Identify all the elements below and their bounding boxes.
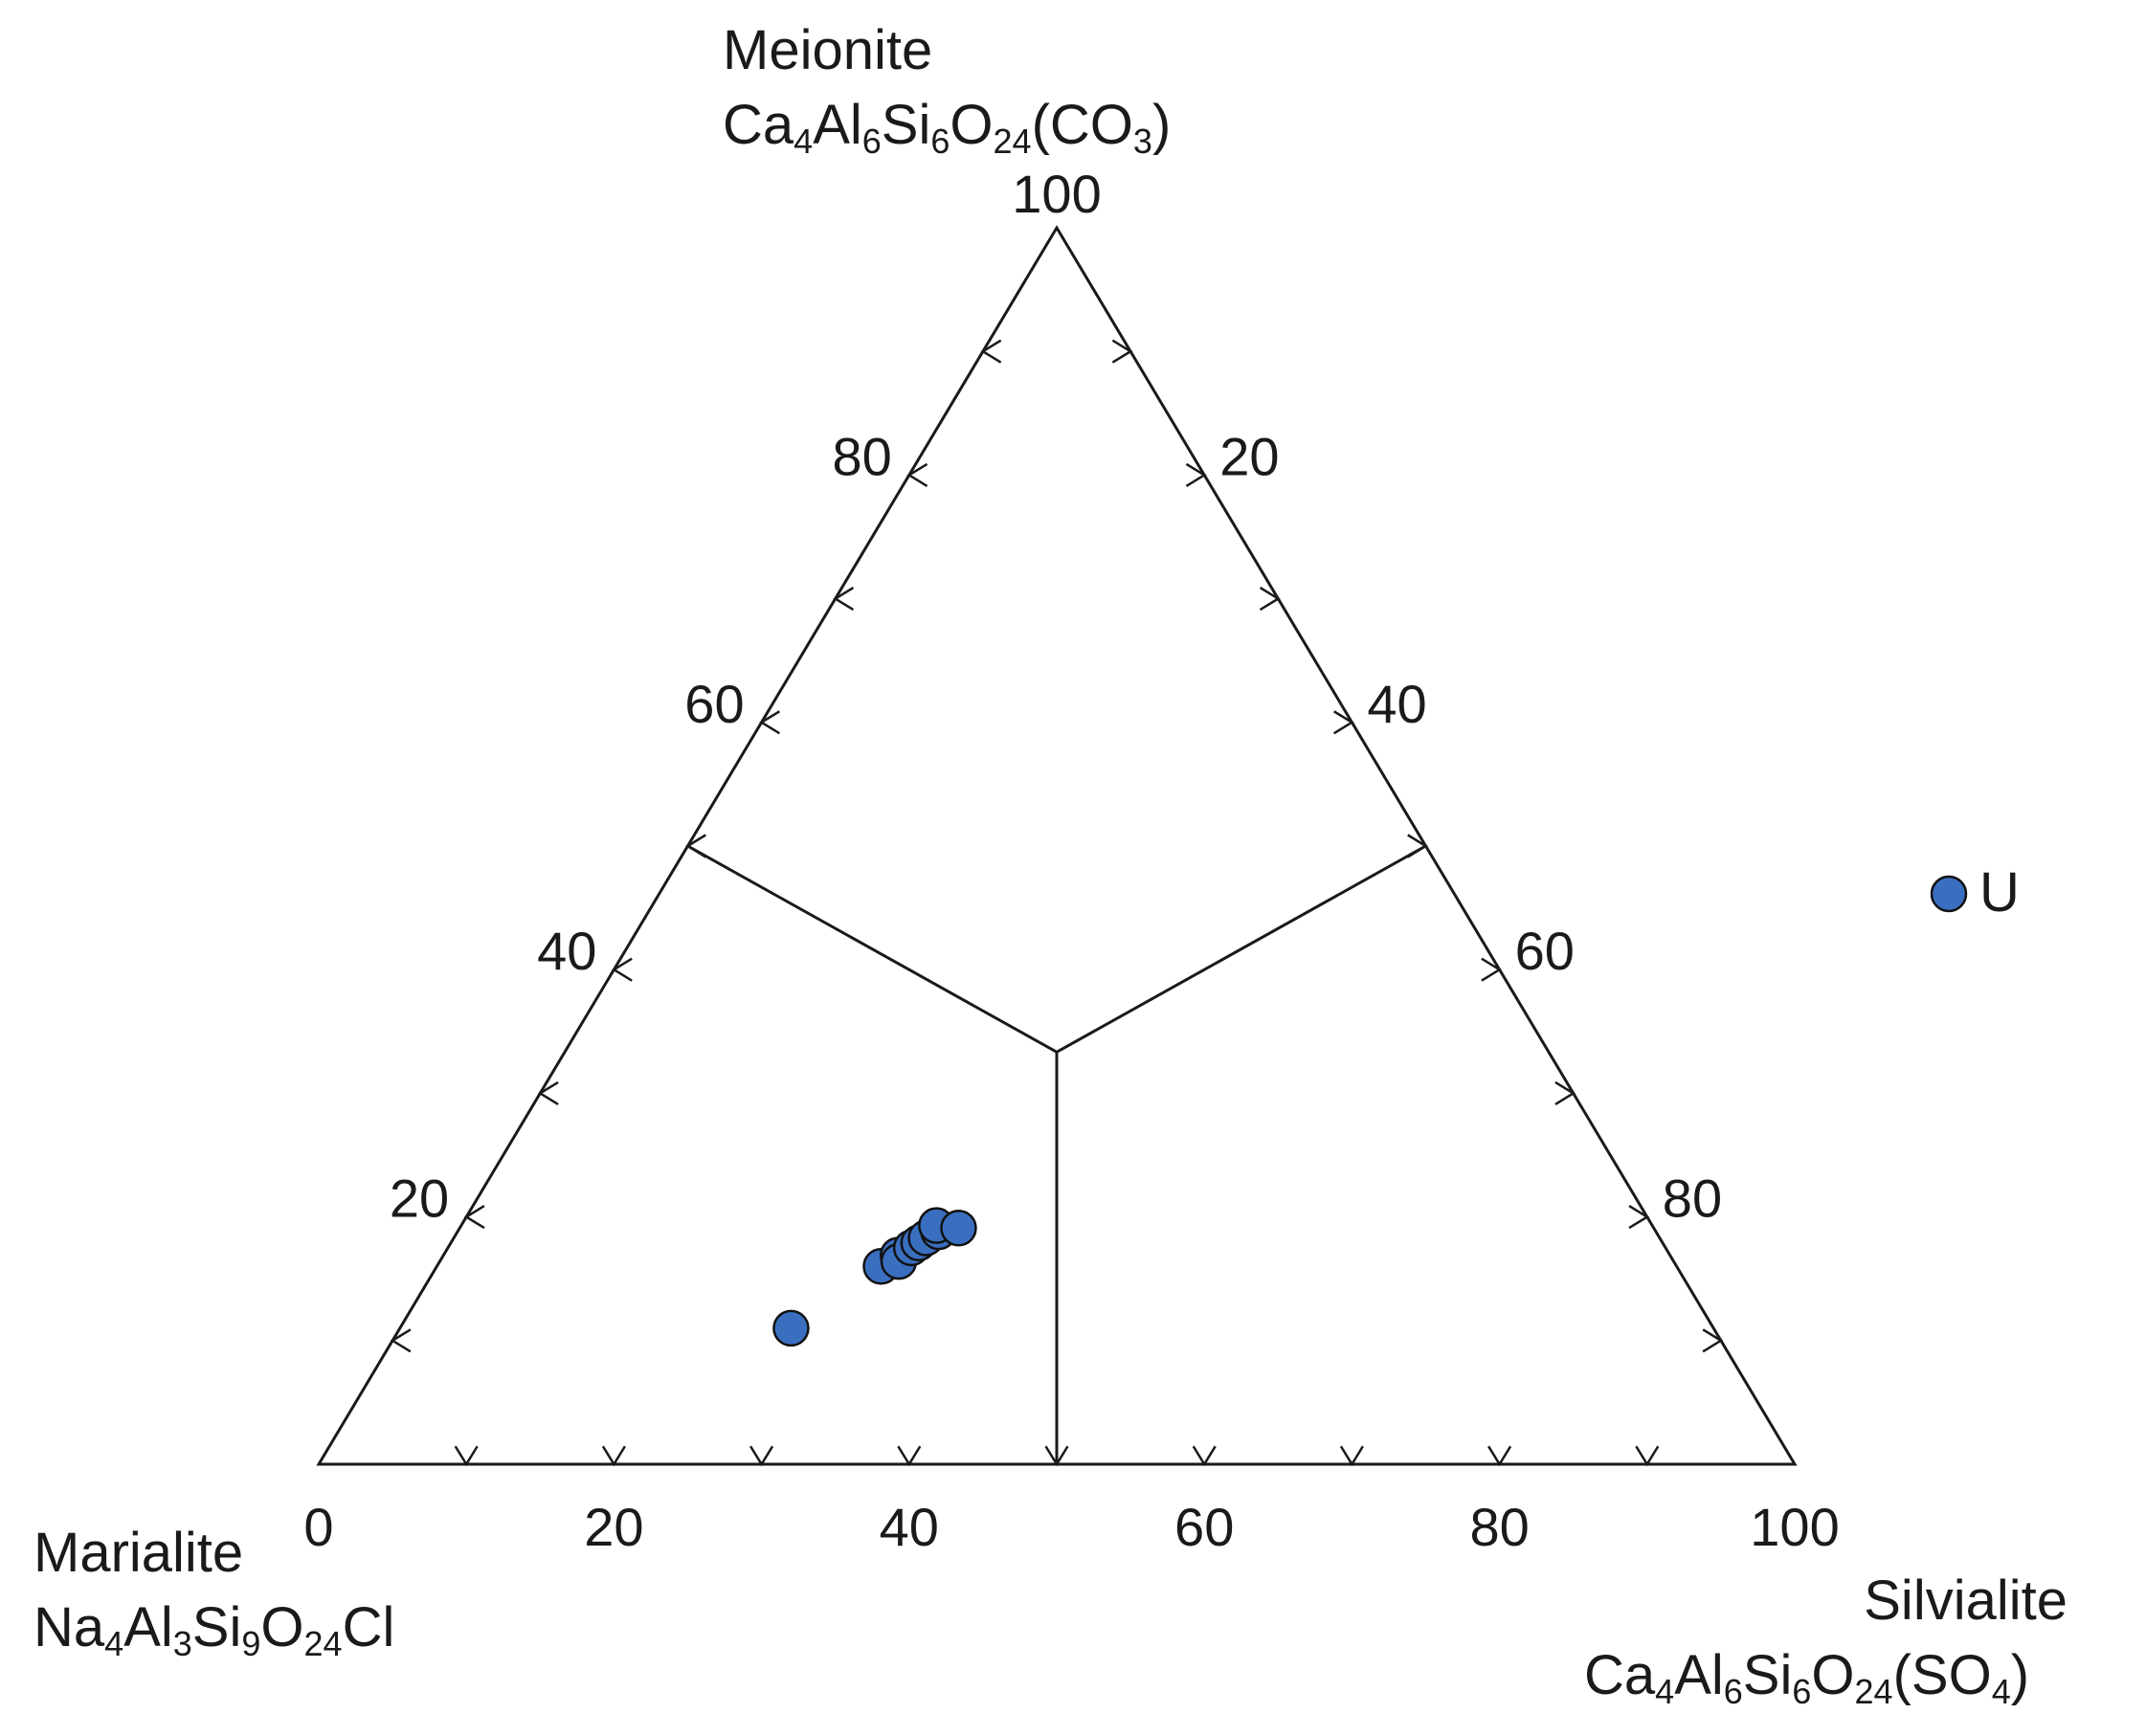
tick-bottom-90	[1635, 1445, 1660, 1467]
top-formula-part: 6	[930, 122, 950, 161]
legend-marker-0	[1930, 875, 1968, 913]
right-formula-part: Ca	[1584, 1644, 1656, 1706]
right-formula-part: )	[2011, 1644, 2029, 1706]
tick-right-40	[1332, 710, 1354, 735]
tick-bottom-80	[1487, 1445, 1512, 1467]
tick-bottom-60	[1192, 1445, 1217, 1467]
tick-left-30	[537, 1080, 559, 1105]
top-formula-part: 4	[794, 122, 813, 161]
tick-label-left-20: 20	[390, 1168, 449, 1229]
left-formula-part: O	[260, 1596, 303, 1658]
left-formula-part: 9	[241, 1624, 260, 1663]
tick-left-60	[759, 710, 781, 735]
tick-label-bottom-40: 40	[880, 1497, 939, 1557]
left-formula-part: 4	[104, 1624, 123, 1663]
tick-left-10	[390, 1328, 412, 1353]
left-formula-part: Si	[192, 1596, 242, 1658]
right-formula-part: 6	[1724, 1672, 1743, 1711]
tick-right-10	[1111, 339, 1133, 364]
tick-label-right-80: 80	[1663, 1168, 1722, 1229]
tick-bottom-30	[749, 1445, 774, 1467]
right-end-member-formula: Ca4Al6Si6O24(SO4)	[1584, 1644, 2029, 1711]
tick-arrows	[390, 339, 1724, 1467]
tick-bottom-20	[601, 1445, 626, 1467]
tick-label-right-40: 40	[1367, 674, 1426, 734]
tick-label-left-60: 60	[684, 674, 744, 734]
left-formula-part: 3	[173, 1624, 192, 1663]
top-formula-part: (CO	[1032, 94, 1133, 156]
tick-left-40	[612, 957, 633, 982]
data-point-0-9	[940, 1209, 977, 1247]
left-formula-part: Cl	[343, 1596, 395, 1658]
tick-right-90	[1702, 1328, 1724, 1353]
tick-right-80	[1628, 1205, 1650, 1230]
right-formula-part: Al	[1674, 1644, 1724, 1706]
tick-label-bottom-80: 80	[1469, 1497, 1529, 1557]
top-formula-part: Al	[813, 94, 862, 156]
tick-bottom-70	[1339, 1445, 1364, 1467]
right-formula-part: O	[1811, 1644, 1854, 1706]
top-formula-part: O	[950, 94, 993, 156]
legend: U	[1930, 861, 2020, 924]
tick-left-20	[463, 1205, 485, 1230]
right-formula-part: 4	[1992, 1672, 2011, 1711]
tick-label-bottom-60: 60	[1174, 1497, 1234, 1557]
tick-right-70	[1554, 1080, 1576, 1105]
tick-labels: 0 20 40 60 80 100 20 40 60 80 100 20 40 60 80	[303, 164, 1839, 1557]
data-points	[772, 1207, 977, 1347]
tick-label-left-40: 40	[537, 921, 596, 981]
top-end-member-name: Meionite	[723, 19, 932, 81]
tick-label-left-100: 100	[1012, 164, 1101, 224]
tick-bottom-10	[454, 1445, 479, 1467]
data-point-0-0	[772, 1309, 810, 1347]
legend-label-0: U	[1979, 861, 2020, 924]
tick-right-30	[1259, 587, 1281, 612]
tick-label-left-80: 80	[833, 426, 892, 486]
boundary-right	[1056, 844, 1427, 1054]
tick-left-90	[980, 339, 1002, 364]
right-formula-part: 4	[1655, 1672, 1674, 1711]
top-formula-part: Ca	[723, 94, 794, 156]
top-formula-part: 3	[1133, 122, 1152, 161]
right-end-member-name: Silvialite	[1864, 1569, 2068, 1632]
tick-left-50	[685, 834, 706, 858]
tick-right-20	[1185, 462, 1207, 487]
tick-label-bottom-20: 20	[584, 1497, 643, 1557]
left-formula-part: Na	[34, 1596, 105, 1658]
left-formula-part: Al	[123, 1596, 173, 1658]
tick-left-70	[833, 587, 855, 612]
boundary-left	[686, 844, 1058, 1054]
right-formula-part: 24	[1855, 1672, 1893, 1711]
tick-right-50	[1407, 834, 1428, 858]
tick-label-right-20: 20	[1219, 426, 1279, 486]
top-formula-part: )	[1152, 94, 1171, 156]
tick-label-bottom-100: 100	[1750, 1497, 1839, 1557]
top-formula-part: 24	[994, 122, 1032, 161]
top-formula-part: 6	[862, 122, 882, 161]
left-formula-part: 24	[304, 1624, 343, 1663]
left-end-member-formula: Na4Al3Si9O24Cl	[34, 1596, 394, 1663]
right-formula-part: Si	[1743, 1644, 1793, 1706]
right-formula-part: (SO	[1893, 1644, 1992, 1706]
tick-bottom-50	[1044, 1445, 1069, 1467]
field-boundaries	[686, 844, 1427, 1464]
top-formula-part: Si	[882, 94, 931, 156]
tick-right-60	[1481, 957, 1502, 982]
tick-bottom-40	[897, 1445, 922, 1467]
right-formula-part: 6	[1792, 1672, 1811, 1711]
top-end-member-formula: Ca4Al6Si6O24(CO3)	[723, 94, 1171, 161]
vertex-labels: MeioniteCa4Al6Si6O24(CO3)MarialiteNa4Al3…	[34, 19, 2068, 1711]
tick-label-bottom-0: 0	[303, 1497, 333, 1557]
left-end-member-name: Marialite	[34, 1522, 243, 1584]
tick-label-right-60: 60	[1515, 921, 1575, 981]
tick-left-80	[906, 462, 928, 487]
